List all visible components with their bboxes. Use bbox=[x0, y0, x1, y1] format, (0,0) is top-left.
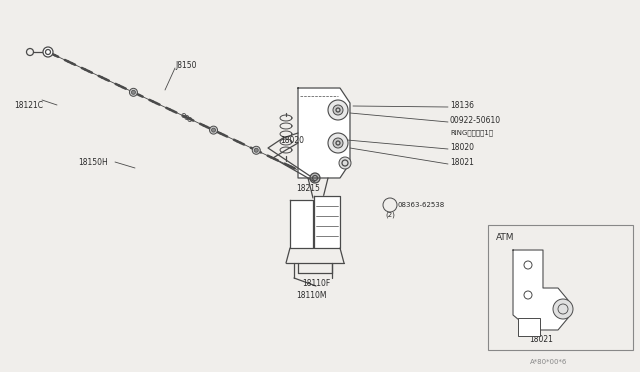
Text: 00922-50610: 00922-50610 bbox=[450, 115, 501, 125]
Text: 18020: 18020 bbox=[280, 135, 304, 144]
Text: 18215: 18215 bbox=[296, 183, 320, 192]
Circle shape bbox=[254, 148, 259, 152]
Circle shape bbox=[339, 157, 351, 169]
Circle shape bbox=[209, 126, 218, 134]
Text: 18110M: 18110M bbox=[296, 292, 326, 301]
Circle shape bbox=[333, 138, 343, 148]
Circle shape bbox=[252, 146, 260, 154]
Circle shape bbox=[44, 48, 52, 56]
Circle shape bbox=[333, 105, 343, 115]
Circle shape bbox=[129, 88, 138, 96]
Circle shape bbox=[310, 173, 320, 183]
Circle shape bbox=[46, 50, 50, 54]
Text: 18150H: 18150H bbox=[78, 157, 108, 167]
Polygon shape bbox=[314, 196, 340, 248]
Polygon shape bbox=[298, 88, 350, 178]
Circle shape bbox=[131, 90, 136, 94]
Circle shape bbox=[328, 100, 348, 120]
Text: 18110F: 18110F bbox=[302, 279, 330, 288]
Text: 18021: 18021 bbox=[529, 336, 553, 344]
Text: 18136: 18136 bbox=[450, 100, 474, 109]
Text: A*80*00*6: A*80*00*6 bbox=[530, 359, 568, 365]
Text: RINGリング（1）: RINGリング（1） bbox=[450, 130, 493, 136]
Circle shape bbox=[553, 299, 573, 319]
Text: 18020: 18020 bbox=[450, 142, 474, 151]
Text: 08363-62538: 08363-62538 bbox=[398, 202, 445, 208]
Circle shape bbox=[328, 133, 348, 153]
Text: ATM: ATM bbox=[496, 232, 515, 241]
Bar bbox=[518, 318, 540, 336]
Text: J8150: J8150 bbox=[175, 61, 196, 70]
Text: 18121C: 18121C bbox=[14, 100, 43, 109]
Text: (2): (2) bbox=[385, 212, 395, 218]
Bar bbox=[488, 225, 633, 350]
Circle shape bbox=[212, 128, 216, 132]
Polygon shape bbox=[513, 250, 568, 330]
Polygon shape bbox=[290, 200, 313, 248]
Circle shape bbox=[43, 47, 53, 57]
Text: 18021: 18021 bbox=[450, 157, 474, 167]
